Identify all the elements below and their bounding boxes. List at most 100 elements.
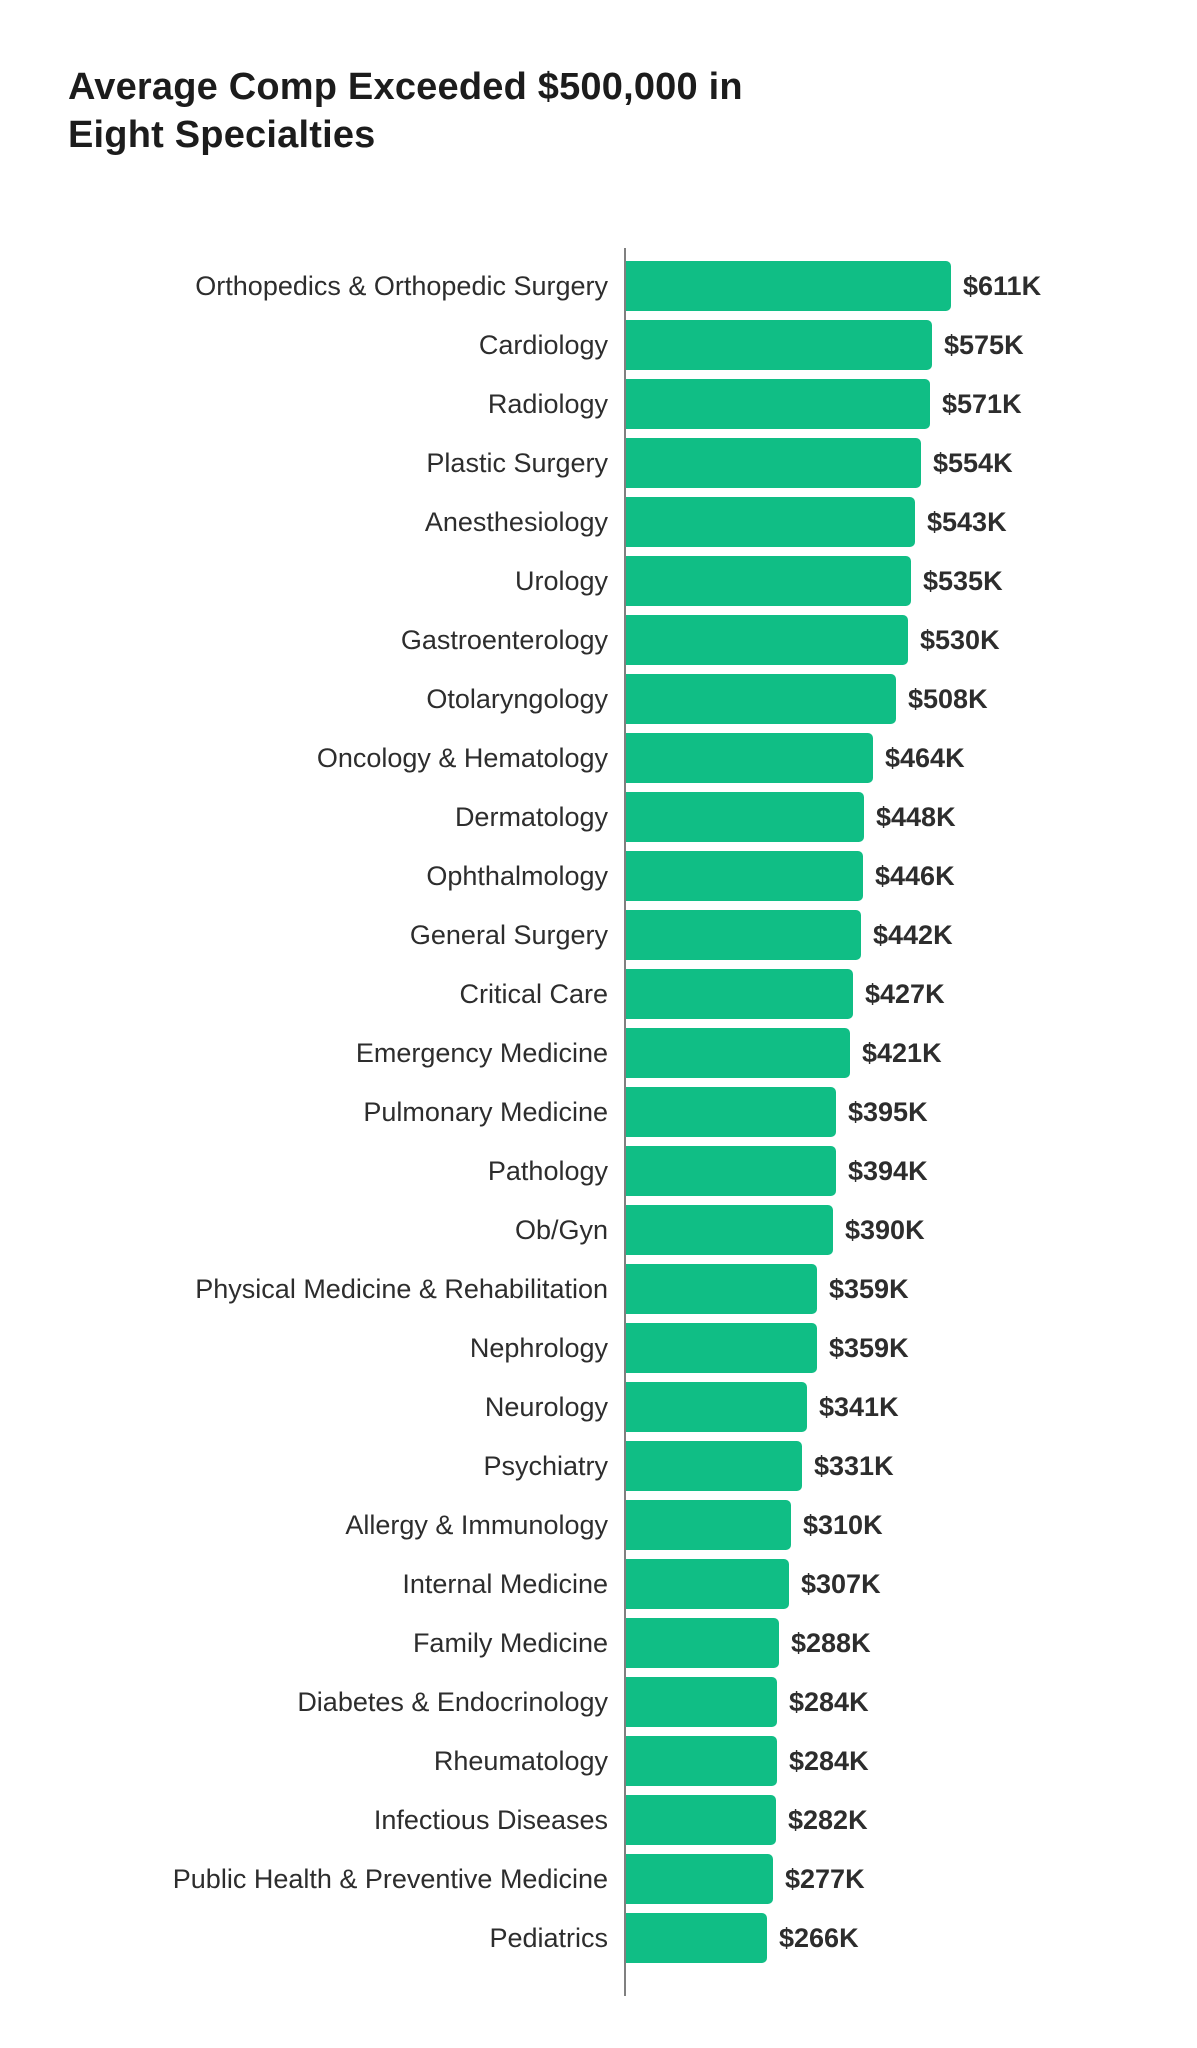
chart-row: Neurology $341K	[0, 1377, 1197, 1437]
value-label: $277K	[785, 1863, 865, 1894]
value-label: $394K	[848, 1155, 928, 1186]
value-label: $307K	[801, 1568, 881, 1599]
value-label: $446K	[875, 860, 955, 891]
bar-cell: $331K	[624, 1436, 1197, 1496]
chart-row: Orthopedics & Orthopedic Surgery $611K	[0, 256, 1197, 316]
bar	[626, 1441, 802, 1492]
value-label: $421K	[862, 1037, 942, 1068]
category-label: Gastroenterology	[400, 624, 608, 655]
value-label: $359K	[829, 1332, 909, 1363]
chart-row: Gastroenterology $530K	[0, 610, 1197, 670]
category-label: Oncology & Hematology	[316, 742, 608, 773]
axis-spacer-top	[0, 247, 1197, 257]
bar	[626, 1618, 779, 1669]
axis-spacer-bottom	[0, 1967, 1197, 1996]
category-label: Allergy & Immunology	[345, 1509, 608, 1540]
bar	[626, 1205, 833, 1256]
category-label: Anesthesiology	[424, 506, 608, 537]
bar	[626, 1146, 836, 1197]
bar	[626, 851, 863, 902]
bar	[626, 379, 930, 430]
bar-cell: $288K	[624, 1613, 1197, 1673]
bar-cell: $508K	[624, 669, 1197, 729]
bar	[626, 733, 873, 784]
bar	[626, 1500, 791, 1551]
category-label: Pathology	[487, 1155, 608, 1186]
value-label: $543K	[927, 506, 1007, 537]
bar	[626, 1854, 773, 1905]
value-label: $575K	[944, 329, 1024, 360]
value-label: $530K	[920, 624, 1000, 655]
chart-row: Pulmonary Medicine $395K	[0, 1082, 1197, 1142]
bar	[626, 792, 864, 843]
bar-cell: $446K	[624, 846, 1197, 906]
bar-cell: $282K	[624, 1790, 1197, 1850]
category-label: Nephrology	[469, 1332, 608, 1363]
chart-row: Ophthalmology $446K	[0, 846, 1197, 906]
bar	[626, 1323, 817, 1374]
category-label: Dermatology	[454, 801, 608, 832]
category-label: Radiology	[487, 388, 608, 419]
bar	[626, 674, 896, 725]
chart-row: Anesthesiology $543K	[0, 492, 1197, 552]
category-label: Pediatrics	[489, 1922, 608, 1953]
value-label: $554K	[933, 447, 1013, 478]
chart-row: Rheumatology $284K	[0, 1731, 1197, 1791]
value-label: $448K	[876, 801, 956, 832]
value-label: $442K	[873, 919, 953, 950]
value-label: $390K	[845, 1214, 925, 1245]
category-label: Emergency Medicine	[355, 1037, 608, 1068]
chart-row: Ob/Gyn $390K	[0, 1200, 1197, 1260]
chart-row: General Surgery $442K	[0, 905, 1197, 965]
chart-row: Allergy & Immunology $310K	[0, 1495, 1197, 1555]
bar-cell: $427K	[624, 964, 1197, 1024]
bar-cell: $448K	[624, 787, 1197, 847]
category-label: Neurology	[484, 1391, 608, 1422]
value-label: $331K	[814, 1450, 894, 1481]
bar-cell: $611K	[624, 256, 1197, 316]
bar	[626, 1087, 836, 1138]
bar	[626, 1677, 777, 1728]
chart-rows: Orthopedics & Orthopedic Surgery $611K C…	[0, 256, 1197, 1968]
bar-cell: $359K	[624, 1318, 1197, 1378]
category-label: Family Medicine	[412, 1627, 608, 1658]
category-label: Public Health & Preventive Medicine	[172, 1863, 608, 1894]
value-label: $284K	[789, 1745, 869, 1776]
bar-cell: $464K	[624, 728, 1197, 788]
category-label: Pulmonary Medicine	[363, 1096, 608, 1127]
bar-cell: $266K	[624, 1908, 1197, 1968]
value-label: $395K	[848, 1096, 928, 1127]
bar	[626, 910, 861, 961]
bar-chart: Orthopedics & Orthopedic Surgery $611K C…	[0, 247, 1197, 1996]
category-label: Otolaryngology	[426, 683, 608, 714]
category-label: Rheumatology	[433, 1745, 608, 1776]
chart-title: Average Comp Exceeded $500,000 in Eight …	[0, 0, 1197, 160]
bar	[626, 1028, 850, 1079]
bar-cell: $359K	[624, 1259, 1197, 1319]
bar-cell: $530K	[624, 610, 1197, 670]
value-label: $284K	[789, 1686, 869, 1717]
value-label: $310K	[803, 1509, 883, 1540]
value-label: $535K	[923, 565, 1003, 596]
axis-line-bottom	[624, 1967, 1197, 1996]
category-label: Critical Care	[459, 978, 608, 1009]
value-label: $611K	[963, 270, 1042, 301]
chart-row: Pediatrics $266K	[0, 1908, 1197, 1968]
chart-row: Plastic Surgery $554K	[0, 433, 1197, 493]
chart-row: Public Health & Preventive Medicine $277…	[0, 1849, 1197, 1909]
bar	[626, 320, 932, 371]
chart-row: Oncology & Hematology $464K	[0, 728, 1197, 788]
axis-line-top	[624, 247, 1197, 257]
category-label: Plastic Surgery	[426, 447, 608, 478]
value-label: $464K	[885, 742, 965, 773]
bar-cell: $442K	[624, 905, 1197, 965]
chart-row: Physical Medicine & Rehabilitation $359K	[0, 1259, 1197, 1319]
value-label: $359K	[829, 1273, 909, 1304]
category-label: General Surgery	[409, 919, 608, 950]
bar	[626, 438, 921, 489]
bar	[626, 556, 911, 607]
chart-row: Internal Medicine $307K	[0, 1554, 1197, 1614]
bar-cell: $307K	[624, 1554, 1197, 1614]
bar	[626, 1264, 817, 1315]
value-label: $571K	[942, 388, 1022, 419]
